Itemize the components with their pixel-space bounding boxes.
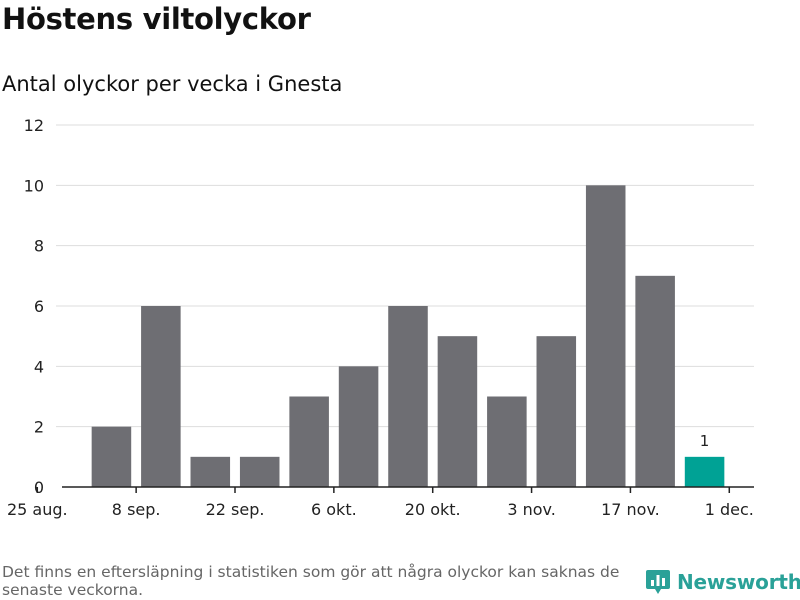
chart-subtitle: Antal olyckor per vecka i Gnesta xyxy=(2,72,343,96)
newsworthy-logo-icon xyxy=(646,570,670,594)
footnote: Det finns en eftersläpning i statistiken… xyxy=(2,563,620,599)
bar xyxy=(536,336,577,487)
bar-highlight xyxy=(684,456,725,487)
bar xyxy=(141,306,181,487)
brand-name: Newsworthy xyxy=(677,570,800,594)
bar-chart: 0 2 4 6 8 10 12 1 25 aug. 8 sep. 22 sep. 6 okt. 20 o… xyxy=(7,116,754,519)
x-tick-label: 17 nov. xyxy=(601,500,660,519)
bar xyxy=(388,306,428,487)
bar xyxy=(635,275,675,487)
bar xyxy=(585,185,626,488)
x-tick-label: 3 nov. xyxy=(507,500,556,519)
brand: Newsworthy xyxy=(645,568,800,596)
y-tick-label: 2 xyxy=(34,418,44,437)
bar xyxy=(91,426,132,487)
y-tick-label: 6 xyxy=(34,297,44,316)
y-tick-label: 8 xyxy=(34,237,44,256)
x-tick-label: 6 okt. xyxy=(311,500,357,519)
x-tick-label: 8 sep. xyxy=(112,500,161,519)
x-tick-label: 20 okt. xyxy=(405,500,461,519)
y-tick-label: 12 xyxy=(24,116,44,135)
x-tick-label: 22 sep. xyxy=(206,500,265,519)
y-tick-label: 0 xyxy=(34,478,44,497)
bar xyxy=(289,396,329,487)
y-tick-label: 4 xyxy=(34,357,44,376)
x-tick-label: 25 aug. xyxy=(7,500,68,519)
data-label: 1 xyxy=(700,432,710,450)
bar xyxy=(338,366,379,487)
bar xyxy=(239,456,280,487)
y-tick-label: 10 xyxy=(24,176,44,195)
bar xyxy=(190,456,231,487)
chart-title: Höstens viltolyckor xyxy=(2,2,311,36)
x-tick-label: 1 dec. xyxy=(705,500,754,519)
bar xyxy=(487,396,527,487)
bar xyxy=(437,336,478,487)
